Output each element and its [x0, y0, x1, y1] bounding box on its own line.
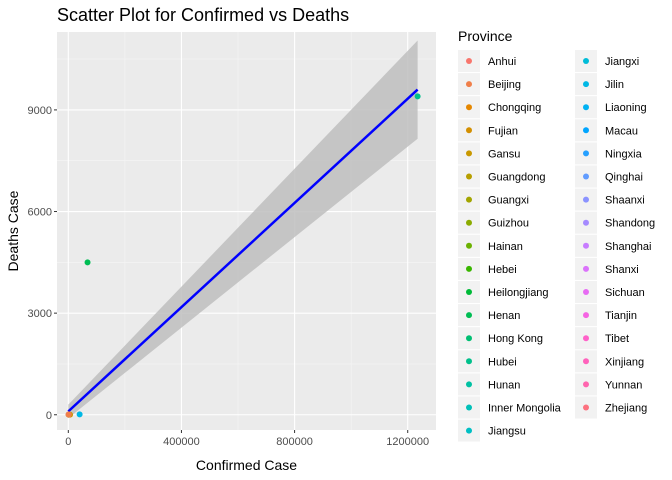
legend-label-chongqing: Chongqing: [488, 102, 541, 114]
x-axis-title: Confirmed Case: [196, 457, 297, 473]
legend-label-hubei: Hubei: [488, 356, 517, 368]
legend-dot-chongqing: [466, 104, 472, 111]
legend-label-hunan: Hunan: [488, 379, 520, 391]
legend-dot-heilongjiang: [466, 289, 472, 295]
x-tick-label: 800000: [276, 436, 313, 448]
legend-dot-tianjin: [583, 312, 589, 319]
legend-dot-hunan: [466, 381, 472, 388]
point-hubei: [414, 93, 421, 100]
legend-dot-shanghai: [583, 242, 589, 249]
legend-label-ningxia: Ningxia: [605, 148, 643, 160]
legend-label-zhejiang: Zhejiang: [605, 403, 647, 415]
legend-label-anhui: Anhui: [488, 56, 516, 68]
legend-label-shaanxi: Shaanxi: [605, 195, 645, 207]
legend-dot-inner-mongolia: [466, 404, 472, 411]
legend-label-hainan: Hainan: [488, 241, 523, 253]
y-axis-ticks: 0 3000 6000 9000: [28, 105, 57, 422]
legend-label-shanghai: Shanghai: [605, 241, 652, 253]
legend-dot-zhejiang: [583, 404, 589, 411]
legend-label-xinjiang: Xinjiang: [605, 356, 644, 368]
legend-dot-hebei: [466, 265, 472, 272]
legend-dot-qinghai: [583, 173, 589, 180]
legend-dot-gansu: [466, 150, 472, 157]
x-tick-label: 0: [65, 436, 71, 448]
legend-dot-beijing: [466, 81, 472, 88]
legend-label-jiangsu: Jiangsu: [488, 426, 526, 438]
legend-dot-macau: [583, 127, 589, 134]
legend-label-guangdong: Guangdong: [488, 172, 546, 184]
legend: Province Anhui Beijing Chongqing Fujian Gans…: [458, 28, 655, 442]
legend-dot-jiangsu: [466, 427, 472, 434]
legend-dot-guangdong: [466, 173, 472, 180]
regression-line: [67, 88, 419, 413]
legend-label-beijing: Beijing: [488, 79, 521, 91]
legend-dot-liaoning: [583, 104, 589, 111]
y-tick-label: 9000: [28, 105, 52, 117]
point-beijing: [65, 411, 72, 418]
legend-dot-xinjiang: [583, 358, 589, 365]
legend-label-macau: Macau: [605, 125, 638, 137]
legend-dot-shanxi: [583, 265, 589, 272]
x-axis-ticks: 0 400000 800000 1200000: [65, 430, 429, 448]
legend-dot-anhui: [466, 58, 472, 64]
legend-label-jilin: Jilin: [605, 79, 624, 91]
chart-title: Scatter Plot for Confirmed vs Deaths: [57, 5, 349, 25]
legend-label-shandong: Shandong: [605, 218, 655, 230]
legend-label-tianjin: Tianjin: [605, 310, 637, 322]
y-tick-label: 3000: [28, 308, 52, 320]
point-henan: [84, 259, 91, 266]
legend-dot-tibet: [583, 335, 589, 342]
legend-dot-guangxi: [466, 196, 472, 203]
legend-label-tibet: Tibet: [605, 333, 629, 345]
legend-label-fujian: Fujian: [488, 125, 518, 137]
legend-dot-yunnan: [583, 381, 589, 388]
data-points: [65, 93, 421, 418]
legend-label-henan: Henan: [488, 310, 520, 322]
point-jilin: [76, 411, 83, 418]
legend-title: Province: [458, 28, 513, 44]
x-tick-label: 1200000: [386, 436, 429, 448]
legend-label-liaoning: Liaoning: [605, 102, 647, 114]
legend-label-hong-kong: Hong Kong: [488, 333, 543, 345]
legend-label-heilongjiang: Heilongjiang: [488, 287, 549, 299]
legend-label-gansu: Gansu: [488, 148, 520, 160]
legend-dot-jilin: [583, 81, 589, 88]
legend-dot-hong-kong: [466, 335, 472, 342]
legend-label-jiangxi: Jiangxi: [605, 56, 639, 68]
x-tick-label: 400000: [163, 436, 200, 448]
legend-dot-guizhou: [466, 219, 472, 226]
y-tick-label: 6000: [28, 207, 52, 219]
legend-dot-shaanxi: [583, 196, 589, 203]
legend-dot-henan: [466, 312, 472, 319]
y-tick-label: 0: [46, 410, 52, 422]
legend-dot-hainan: [466, 242, 472, 249]
confidence-band: [68, 40, 418, 419]
legend-label-yunnan: Yunnan: [605, 379, 642, 391]
legend-dot-shandong: [583, 219, 589, 226]
legend-label-guangxi: Guangxi: [488, 195, 529, 207]
legend-dot-jiangxi: [583, 58, 589, 64]
y-axis-title: Deaths Case: [5, 190, 21, 271]
legend-label-qinghai: Qinghai: [605, 172, 643, 184]
legend-label-hebei: Hebei: [488, 264, 517, 276]
legend-dot-ningxia: [583, 150, 589, 157]
legend-label-sichuan: Sichuan: [605, 287, 645, 299]
legend-label-inner-mongolia: Inner Mongolia: [488, 403, 562, 415]
legend-dot-hubei: [466, 358, 472, 365]
legend-dot-sichuan: [583, 289, 589, 295]
legend-dot-fujian: [466, 127, 472, 134]
legend-label-guizhou: Guizhou: [488, 218, 529, 230]
legend-label-shanxi: Shanxi: [605, 264, 639, 276]
